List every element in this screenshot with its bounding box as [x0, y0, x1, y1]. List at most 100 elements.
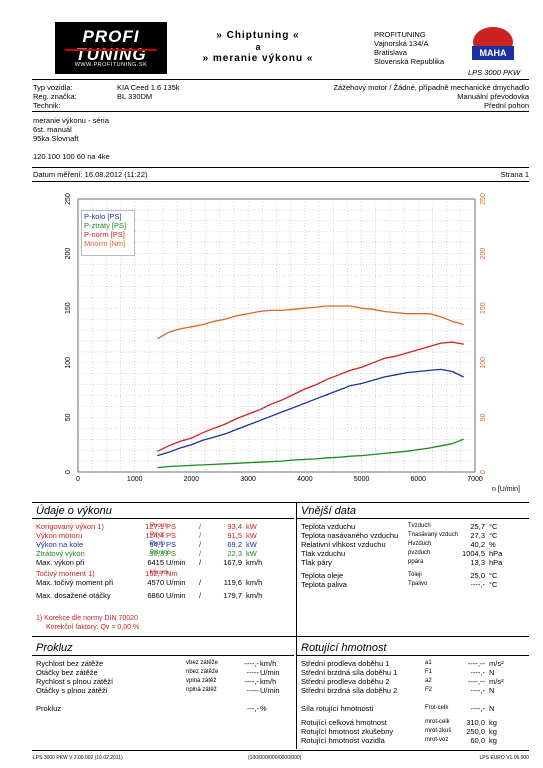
row-value-1: 30,3	[149, 549, 164, 558]
row-label: Teplota oleje	[301, 571, 344, 580]
maha-badge: MAHA	[466, 22, 520, 66]
rotacni-row: Rotující hmotnost vozidla mrot-voz 60,0 kg	[301, 736, 529, 745]
vnejsi-row: Teplota paliva Tpalivo ----,- °C	[301, 580, 529, 589]
row-value-1: 152,7	[145, 569, 164, 578]
vykon-row: Max. výkon při 6415 U/min / 167,9 km/h	[36, 558, 294, 567]
row-unit-1: U/min	[166, 558, 186, 567]
row-symbol: Tnasávaný vzduch	[408, 532, 459, 538]
row-unit-2: kW	[246, 540, 257, 549]
row-label: Rotující celková hmotnost	[301, 718, 387, 727]
vykon-row: Výkon na kole Pkolo 94,1 PS / 69,2 kW	[36, 540, 294, 549]
row-value-2: 91,5	[227, 531, 242, 540]
row-unit: hPa	[489, 558, 503, 567]
company-line: Bratislava	[374, 48, 407, 57]
row-label: Střední prodleva doběhu 1	[301, 659, 390, 668]
logo-text: PROFI TUNING	[75, 27, 147, 64]
row-symbol: Pztráty	[150, 550, 169, 556]
logo-url: WWW.PROFITUNING.SK	[74, 62, 148, 68]
row-symbol: F2	[425, 687, 433, 693]
row-symbol: ppára	[408, 559, 424, 565]
prokluz-table: Rychlost bez zátěže vbez zátěže ----,- km/h…	[36, 659, 294, 719]
row-separator: /	[199, 522, 202, 531]
row-value-1: 124,4	[145, 531, 164, 540]
row-unit: hPa	[489, 549, 503, 558]
row-unit: N	[489, 704, 495, 713]
row-symbol: Mnorm	[150, 570, 169, 576]
legend-item: P-kolo [PS]	[84, 212, 122, 221]
rotacni-table: Střední prodleva doběhu 1 a1 ----,-- m/s² St…	[301, 659, 529, 749]
row-unit-2: km/h	[246, 578, 263, 587]
section-title-prokluz: Prokluz	[36, 642, 73, 654]
row-unit: U/min	[260, 668, 280, 677]
y-tick-label-left: 100	[65, 357, 72, 369]
y-tick-label-left: 50	[65, 413, 72, 421]
maha-badge-text: MAHA	[479, 48, 507, 58]
row-value: ---,-	[246, 704, 259, 713]
row-unit-2: km/h	[246, 558, 263, 567]
legend-item: P-norm [PS]	[84, 230, 125, 239]
row-unit: m/s²	[489, 677, 504, 686]
x-tick-label: 1000	[127, 476, 143, 483]
row-label: Rotující hmotnost vozidla	[301, 736, 385, 745]
y-tick-label-right: 150	[480, 302, 487, 314]
row-value: 40,2	[470, 540, 485, 549]
row-value-2: 167,9	[223, 558, 242, 567]
row-value-2: 179,7	[223, 591, 242, 600]
vykon-row: Max. točivý moment při 4570 U/min / 119,6 km/…	[36, 578, 294, 587]
row-value: 25,7	[470, 522, 485, 531]
row-value: ----,-	[470, 704, 485, 713]
row-value: 25,0	[470, 571, 485, 580]
row-value-1: 6860	[147, 591, 164, 600]
company-line: Slovenská Republika	[374, 57, 445, 66]
prokluz-row: Otáčky s plnou zátěží nplná zátěž ----- U/m…	[36, 686, 294, 695]
x-axis-unit: n [U/min]	[492, 486, 520, 493]
row-label: Prokluz	[36, 704, 62, 713]
row-symbol: Tpalivo	[408, 581, 428, 587]
title-line-1: » Chiptuning «	[216, 30, 300, 41]
row-label: Střední prodleva doběhu 2	[301, 677, 390, 686]
row-unit: %	[489, 540, 496, 549]
note-line: meranie výkonu - séria	[33, 116, 109, 125]
row-label: Rychlost bez zátěže	[36, 659, 104, 668]
row-value-2: 93,4	[227, 522, 242, 531]
legend-item: P-ztráty [PS]	[84, 221, 127, 230]
row-value: -----	[246, 668, 260, 677]
row-unit: kg	[489, 727, 497, 736]
vnejsi-row: Tlak páry ppára 13,3 hPa	[301, 558, 529, 567]
rotacni-row: Rotující celková hmotnost mrot-celk 310,0 k…	[301, 718, 529, 727]
device-name: LPS 3000 PKW	[467, 68, 521, 77]
vnejsi-row: Relativní vlhkost vzduchu Hvzduch 40,2%	[301, 540, 529, 549]
y-tick-label-right: 0	[480, 470, 487, 474]
rotacni-row: Síla rotující hmotnosti Frot-celk ----,- N	[301, 704, 529, 713]
row-value: ----,-	[470, 686, 485, 695]
rotacni-row: Střední brzdná síla doběhu 2 F2 ----,- N	[301, 686, 529, 695]
row-value-2: 22,3	[227, 549, 242, 558]
row-label: Výkon motoru	[36, 531, 83, 540]
reg-label: Reg. značka:	[33, 92, 77, 101]
row-label: Max. výkon při	[36, 558, 85, 567]
prokluz-row: Rychlost s plnou zátěží vplná zátěž ----,-…	[36, 677, 294, 686]
row-label: Rotující hmotnost zkušebny	[301, 727, 394, 736]
row-symbol: Toleji	[408, 572, 422, 578]
technician-label: Technik:	[33, 101, 61, 110]
row-label: Relativní vlhkost vzduchu	[301, 540, 386, 549]
row-label: Otáčky bez zátěže	[36, 668, 98, 677]
row-symbol: mrot-voz	[425, 737, 449, 743]
row-label: Střední brzdná síla doběhu 2	[301, 686, 398, 695]
vehicle-type-value: KIA Ceed 1.6 135k	[117, 83, 180, 92]
row-label: Korigovaný výkon 1)	[36, 522, 104, 531]
title-line-3: » meranie výkonu «	[202, 53, 314, 64]
row-value: 27,3	[470, 531, 485, 540]
row-unit-1: Nm	[166, 569, 178, 578]
row-value-2: 69,2	[227, 540, 242, 549]
footer-center: (100/000/000/0000/000)	[248, 755, 302, 761]
y-tick-label-right: 50	[480, 413, 487, 421]
prokluz-row: Prokluz ---,-%	[36, 704, 294, 713]
row-label: Max. dosažené otáčky	[36, 591, 111, 600]
report-title: » Chiptuning « a » meranie výkonu «	[178, 30, 338, 65]
row-separator: /	[199, 540, 202, 549]
section-title-vnejsi: Vnější data	[301, 505, 357, 517]
measure-date: Datum měření: 16.08.2012 (11:22)	[33, 170, 148, 179]
company-line: PROFITUNING	[374, 30, 426, 39]
row-unit: °C	[489, 571, 498, 580]
